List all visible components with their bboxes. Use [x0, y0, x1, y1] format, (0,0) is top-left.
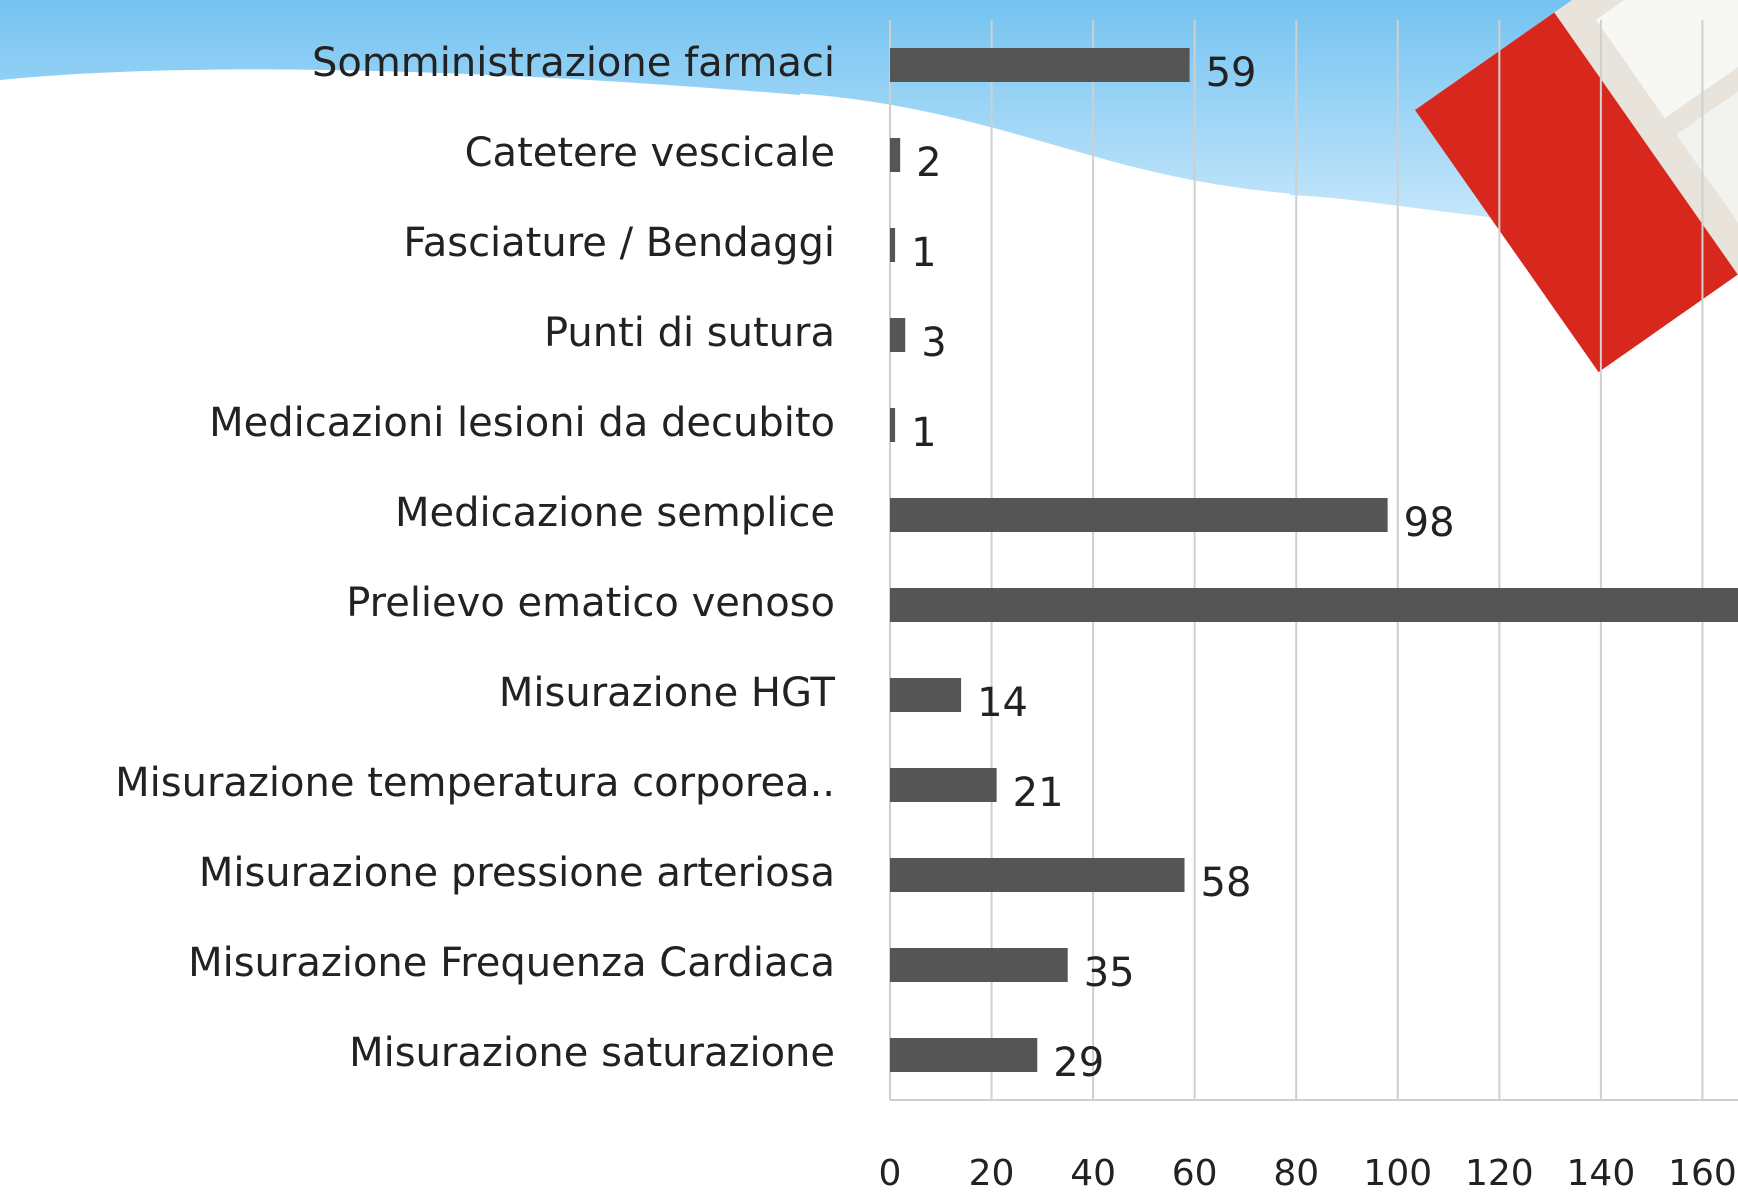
bar: [890, 588, 1738, 622]
y-tick-label: Medicazione semplice: [395, 490, 835, 536]
x-tick-label: 140: [1567, 1153, 1636, 1194]
y-tick-label: Misurazione saturazione: [349, 1030, 835, 1076]
value-label: 58: [1201, 860, 1252, 906]
bar: [890, 48, 1190, 82]
page: {"chart_data": {"type": "bar", "orientat…: [0, 0, 1738, 1203]
bar: [890, 228, 895, 262]
x-tick-label: 120: [1465, 1153, 1534, 1194]
bar: [890, 678, 961, 712]
bar: [890, 1038, 1037, 1072]
x-tick-label: 100: [1363, 1153, 1432, 1194]
y-tick-label: Misurazione Frequenza Cardiaca: [188, 940, 835, 986]
bar: [890, 318, 905, 352]
value-label: 35: [1084, 950, 1135, 996]
value-label: 14: [977, 680, 1028, 726]
y-tick-label: Misurazione HGT: [499, 670, 836, 716]
y-tick-label: Misurazione temperatura corporea..: [115, 760, 835, 806]
bar: [890, 948, 1068, 982]
y-tick-label: Somministrazione farmaci: [312, 40, 835, 86]
x-tick-label: 160: [1668, 1153, 1737, 1194]
value-label: 3: [921, 320, 946, 366]
y-tick-label: Punti di sutura: [544, 310, 835, 356]
x-tick-label: 20: [969, 1153, 1015, 1194]
value-label: 98: [1404, 500, 1455, 546]
value-label: 1: [911, 410, 936, 456]
bar: [890, 498, 1388, 532]
x-tick-label: 80: [1273, 1153, 1319, 1194]
y-tick-label: Medicazioni lesioni da decubito: [209, 400, 835, 446]
bar: [890, 138, 900, 172]
y-tick-label: Prelievo ematico venoso: [346, 580, 835, 626]
y-tick-label: Misurazione pressione arteriosa: [199, 850, 835, 896]
x-tick-label: 0: [879, 1153, 902, 1194]
value-label: 21: [1013, 770, 1064, 816]
y-tick-label: Fasciature / Bendaggi: [403, 220, 835, 266]
chart: 0 20 40 60 80 100 120 140 160 Somministrazione fa…: [0, 0, 1738, 1203]
bar: [890, 858, 1185, 892]
value-label: 29: [1053, 1040, 1104, 1086]
y-tick-label: Catetere vescicale: [465, 130, 835, 176]
value-label: 59: [1206, 50, 1257, 96]
value-label: 1: [911, 230, 936, 276]
bar: [890, 768, 997, 802]
bar: [890, 408, 895, 442]
value-label: 2: [916, 140, 941, 186]
x-tick-label: 60: [1172, 1153, 1218, 1194]
x-tick-label: 40: [1070, 1153, 1116, 1194]
